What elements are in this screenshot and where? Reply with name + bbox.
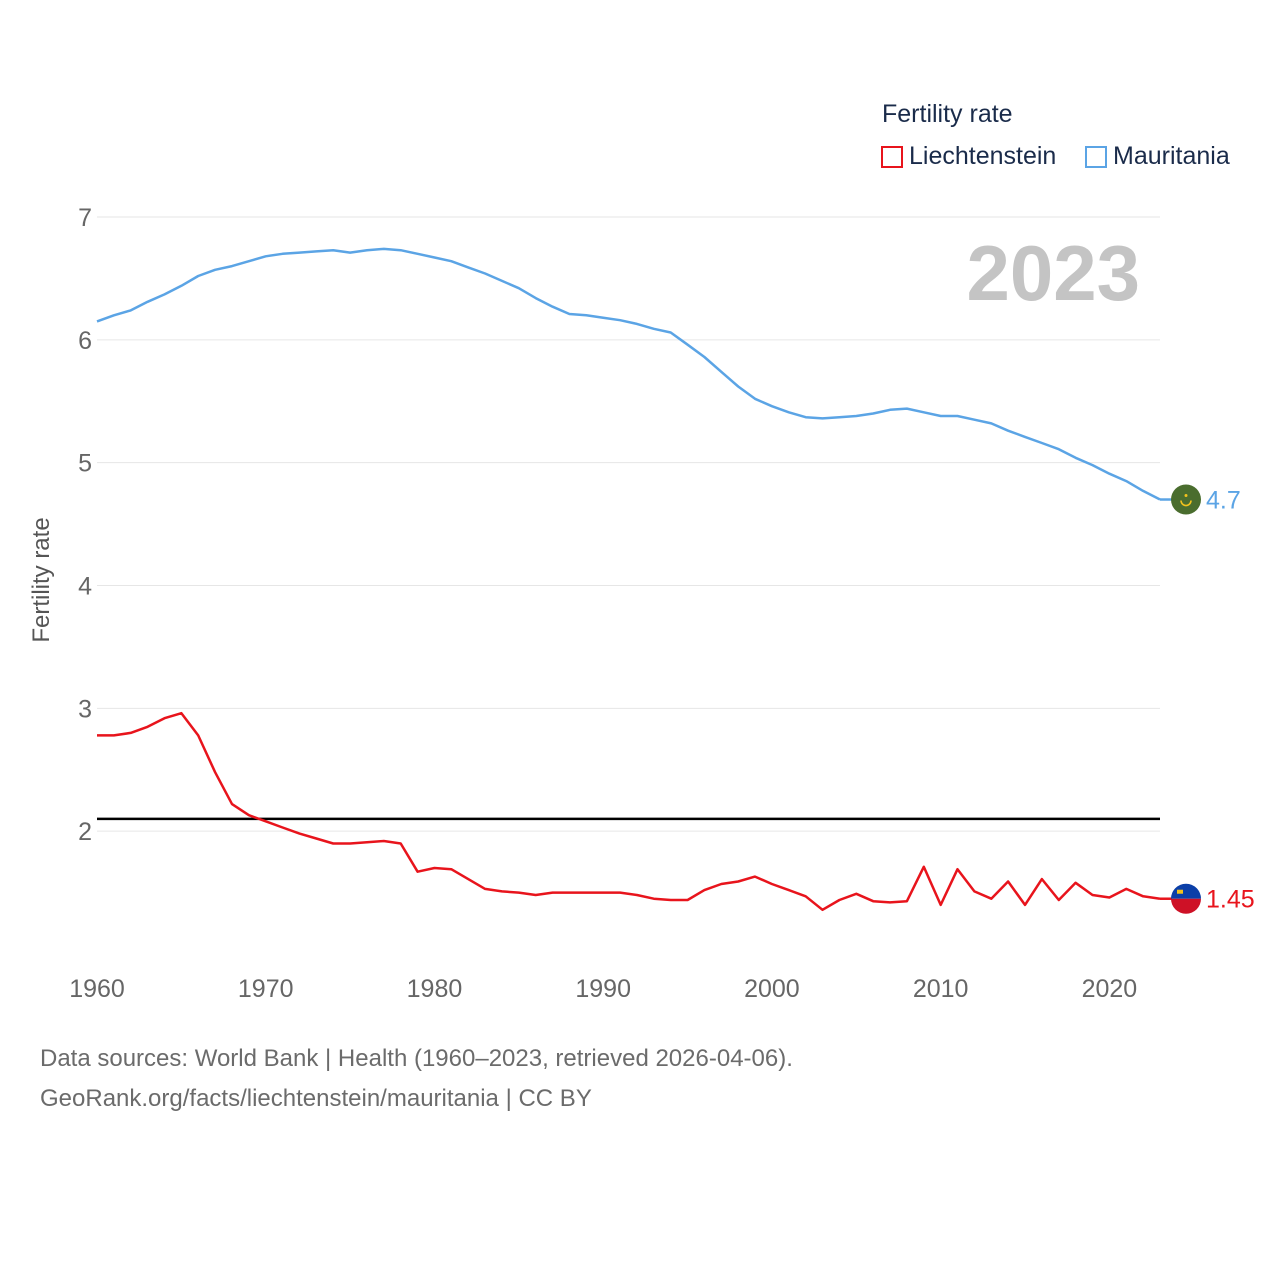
star-icon <box>1184 494 1188 498</box>
series-line-liechtenstein <box>97 711 1161 912</box>
series-line-mauritania <box>96 247 1161 501</box>
source-line-1: Data sources: World Bank | Health (1960–… <box>40 1045 793 1072</box>
x-tick-label: 2010 <box>913 975 969 1003</box>
end-value-label-liechtenstein: 1.45 <box>1206 886 1255 914</box>
y-tick-label: 4 <box>78 573 92 601</box>
crown-icon <box>1177 889 1183 894</box>
legend-swatch-liechtenstein <box>881 145 903 168</box>
x-tick-label: 1980 <box>407 975 463 1003</box>
y-tick-label: 6 <box>78 327 92 355</box>
liechtenstein-flag-icon-top <box>1171 883 1201 899</box>
legend-swatch-mauritania <box>1085 145 1107 168</box>
y-tick-label: 7 <box>78 204 92 232</box>
mauritania-flag-icon <box>1171 484 1201 515</box>
crescent-icon <box>1180 500 1192 507</box>
y-tick-label: 2 <box>78 818 92 846</box>
legend-title: Fertility rate <box>882 100 1013 128</box>
end-value-label-mauritania: 4.7 <box>1206 487 1241 515</box>
x-tick-label: 2000 <box>744 975 800 1003</box>
x-tick-label: 1970 <box>238 975 294 1003</box>
legend-label-liechtenstein: Liechtenstein <box>909 142 1057 170</box>
x-tick-label: 1990 <box>575 975 631 1003</box>
y-tick-label: 3 <box>78 695 92 723</box>
y-axis-label: Fertility rate <box>28 517 55 643</box>
source-line-2[interactable]: GeoRank.org/facts/liechtenstein/mauritan… <box>40 1085 592 1112</box>
liechtenstein-flag-icon-bottom <box>1171 898 1201 914</box>
y-tick-label: 5 <box>78 450 92 478</box>
legend-label-mauritania: Mauritania <box>1113 142 1230 170</box>
year-watermark: 2023 <box>966 229 1140 317</box>
x-tick-label: 2020 <box>1082 975 1138 1003</box>
x-tick-label: 1960 <box>69 975 125 1003</box>
legend-item-mauritania[interactable]: Mauritania <box>1085 142 1230 171</box>
legend-item-liechtenstein[interactable]: Liechtenstein <box>881 142 1056 171</box>
